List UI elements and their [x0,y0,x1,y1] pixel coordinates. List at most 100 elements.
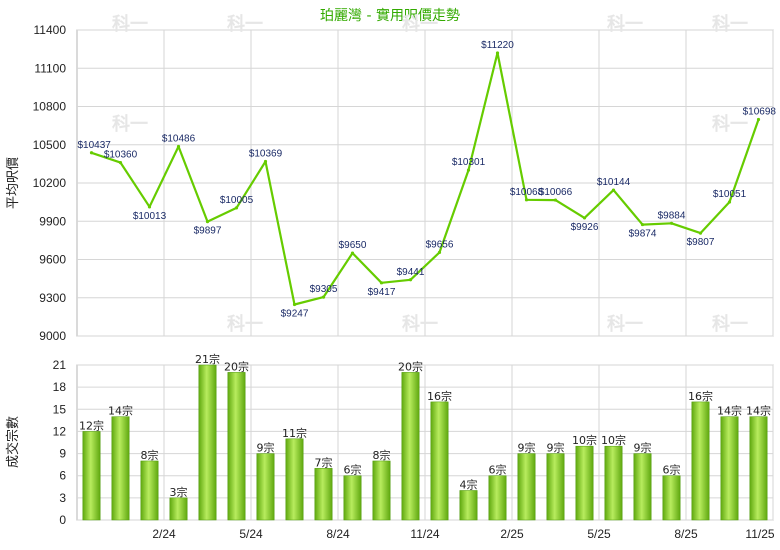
volume-data-label: 9宗 [547,441,565,455]
volume-data-label: 10宗 [572,433,597,447]
volume-bar [111,416,130,521]
price-y-tick-label: 10800 [33,100,67,114]
volume-data-label: 12宗 [79,418,104,432]
price-point [89,151,94,155]
price-data-label: $9305 [310,284,338,295]
watermark-text: 科一 [607,313,643,335]
price-data-label: $10486 [162,134,196,145]
price-point [350,251,355,255]
volume-bar [633,453,652,521]
price-data-label: $10051 [713,189,747,200]
volume-bar [749,416,768,521]
x-tick-label: 5/24 [239,527,263,541]
volume-data-label: 14宗 [746,404,771,418]
chart-title: 珀麗灣 - 實用呎價走勢 [320,7,460,24]
price-point [669,221,674,225]
volume-data-label: 14宗 [108,404,133,418]
volume-data-label: 20宗 [398,359,423,373]
price-data-label: $9874 [629,229,657,240]
volume-data-label: 16宗 [427,389,452,403]
volume-bar [227,372,246,521]
price-gridlines [77,29,774,337]
volume-y-ticks: 0 3 6 9 12 15 18 21 [53,358,67,527]
watermark-text: 科一 [402,313,438,335]
price-point [466,168,471,172]
volume-data-label: 4宗 [460,477,478,491]
price-data-label: $10437 [78,140,112,151]
price-data-label: $10369 [249,148,283,159]
volume-data-label: 6宗 [344,463,362,477]
volume-bar [372,460,391,521]
volume-bar [314,468,333,521]
price-data-label: $9926 [571,222,599,233]
volume-bar [662,475,681,521]
watermark-text: 科一 [227,13,263,35]
price-y-tick-label: 9300 [39,291,66,305]
watermark-text: 科一 [402,13,438,35]
volume-bar [488,475,507,521]
volume-data-label: 9宗 [257,441,275,455]
price-data-label: $10144 [597,177,631,188]
volume-y-tick-label: 3 [59,491,66,505]
volume-bar [604,445,623,521]
price-point [582,216,587,220]
price-y-tick-label: 10200 [33,176,67,190]
x-tick-label: 11/25 [745,527,774,541]
price-point [379,281,384,285]
x-tick-label: 8/24 [326,527,350,541]
price-data-label: $10068 [510,187,544,198]
price-data-label: $9807 [687,237,715,248]
volume-bar [198,364,217,521]
x-tick-label: 2/25 [500,527,524,541]
volume-data-label: 10宗 [601,433,626,447]
price-point [553,198,558,202]
price-y-ticks: 9000 9300 9600 9900 10200 10500 10800 11100 1140… [33,23,67,343]
price-data-label: $10360 [104,150,138,161]
volume-y-tick-label: 12 [53,424,67,438]
price-y-tick-label: 9900 [39,214,66,228]
price-point [408,278,413,282]
watermark-text: 科一 [712,13,748,35]
x-tick-label: 2/24 [152,527,176,541]
volume-data-label: 9宗 [634,441,652,455]
price-series-line [91,51,760,306]
volume-bar [517,453,536,521]
price-data-label: $10066 [539,187,573,198]
price-series [89,51,761,307]
price-y-tick-label: 11400 [34,23,67,37]
price-data-label: $9656 [426,239,454,250]
price-point [263,159,268,164]
watermark-text: 科一 [712,313,748,335]
volume-data-label: 16宗 [688,389,713,403]
price-point [118,161,123,165]
watermark-text: 科一 [112,113,148,135]
price-data-label: $10698 [743,107,777,118]
price-point [727,200,732,204]
volume-bar [691,401,710,521]
volume-axis-title: 成交宗數 [5,416,21,468]
x-tick-label: 8/25 [674,527,698,541]
price-data-label: $10013 [133,211,167,222]
volume-data-label: 7宗 [315,455,333,469]
volume-bar [82,431,101,521]
price-point [147,205,152,209]
price-data-label: $9247 [281,309,309,320]
price-data-label: $11220 [481,40,514,51]
volume-data-labels: 12宗 14宗 8宗 3宗 21宗 20宗 9宗 11宗 7宗 6宗 8宗 20宗 16宗 4宗 6宗 9宗 9… [79,352,771,499]
price-point [234,206,239,210]
volume-gridlines [77,364,774,521]
volume-y-tick-label: 21 [53,358,67,372]
price-point [437,250,442,254]
volume-bar [546,453,565,521]
price-point [176,144,181,149]
price-axis-title: 平均呎價 [6,157,21,209]
watermark-text: 科一 [712,113,748,135]
volume-data-label: 9宗 [518,441,536,455]
volume-bar [575,445,594,521]
volume-data-label: 8宗 [373,448,391,462]
price-data-labels: $10437$10360 $10013 $10486 $9897 $10005 $1036… [78,40,777,320]
price-y-tick-label: 11100 [34,61,66,75]
